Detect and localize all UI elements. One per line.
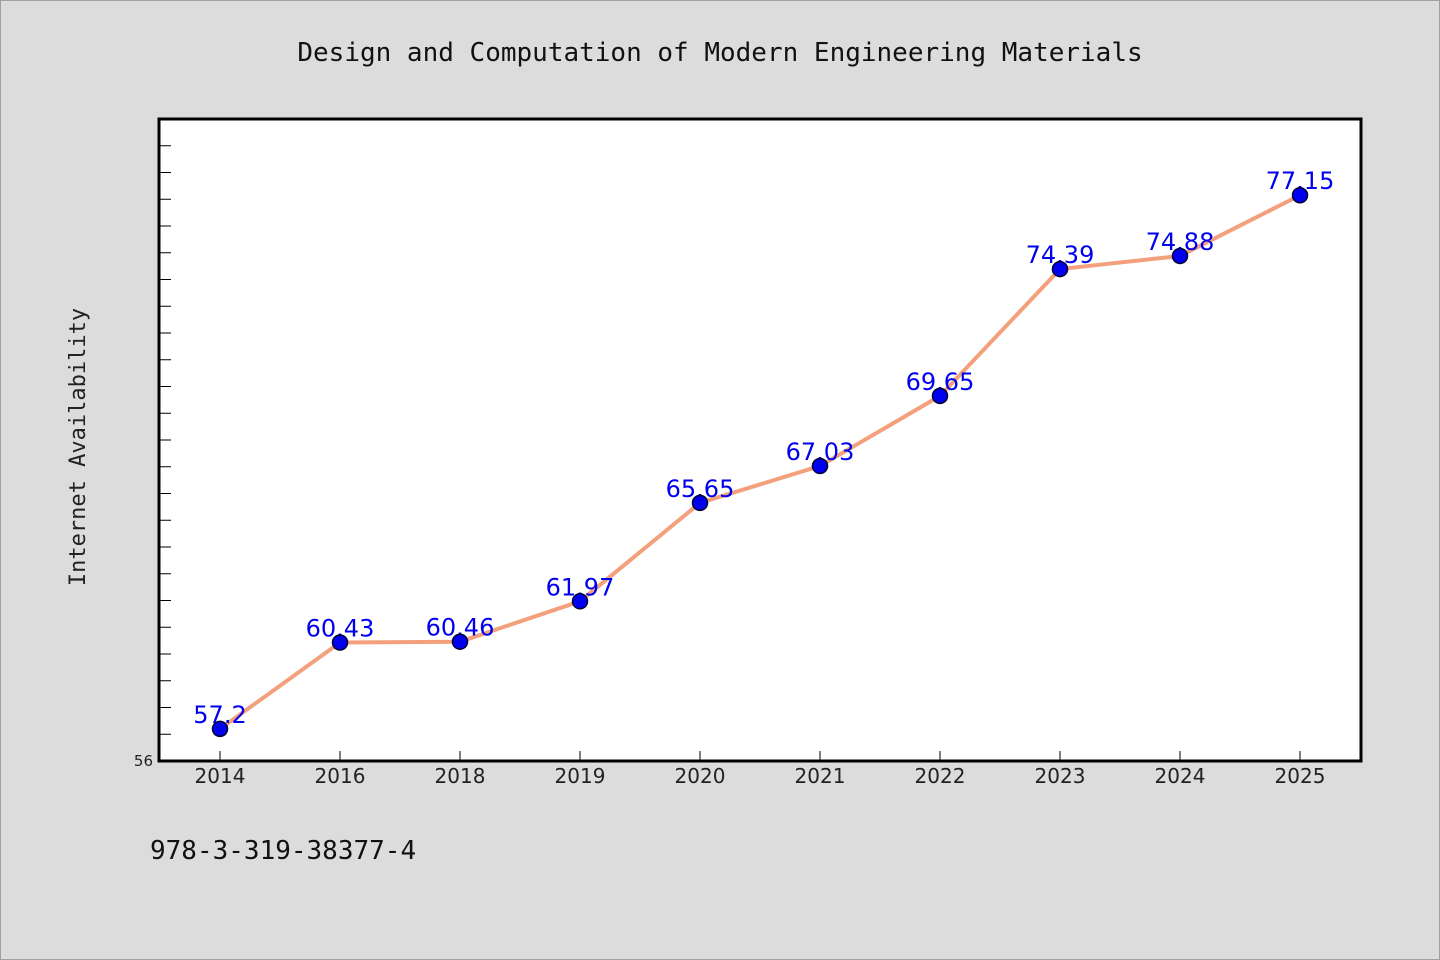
data-point — [931, 387, 949, 405]
data-point — [1051, 260, 1069, 278]
data-point — [691, 494, 709, 512]
x-tick-label: 2020 — [675, 764, 726, 788]
data-point — [1291, 186, 1309, 204]
plot-area — [157, 117, 1363, 763]
y-axis-ticks: 56 — [134, 145, 171, 770]
x-tick-label: 2023 — [1035, 764, 1086, 788]
x-tick-label: 2025 — [1275, 764, 1326, 788]
y-tick-label: 56 — [134, 752, 153, 770]
x-tick-label: 2024 — [1155, 764, 1206, 788]
series-line-group — [218, 193, 1301, 731]
data-point — [211, 720, 229, 738]
isbn-text: 978-3-319-38377-4 — [150, 836, 417, 866]
x-tick-label: 2016 — [315, 764, 366, 788]
x-tick-label: 2019 — [555, 764, 606, 788]
data-point — [571, 593, 589, 610]
x-tick-label: 2022 — [915, 764, 966, 788]
data-markers — [211, 186, 1309, 738]
chart-title: Design and Computation of Modern Enginee… — [297, 38, 1142, 68]
data-point — [451, 633, 469, 650]
series-line — [218, 193, 1301, 731]
data-point — [331, 634, 349, 651]
x-tick-label: 2014 — [195, 764, 246, 788]
x-tick-label: 2018 — [435, 764, 486, 788]
x-axis-ticks: 2014 2016 2018 2019 2020 2021 2022 2023 2024 2025 — [195, 751, 1326, 788]
y-axis-label: Internet Availability — [66, 308, 91, 586]
data-point — [1171, 247, 1189, 265]
x-tick-label: 2021 — [795, 764, 846, 788]
data-point — [811, 457, 829, 475]
